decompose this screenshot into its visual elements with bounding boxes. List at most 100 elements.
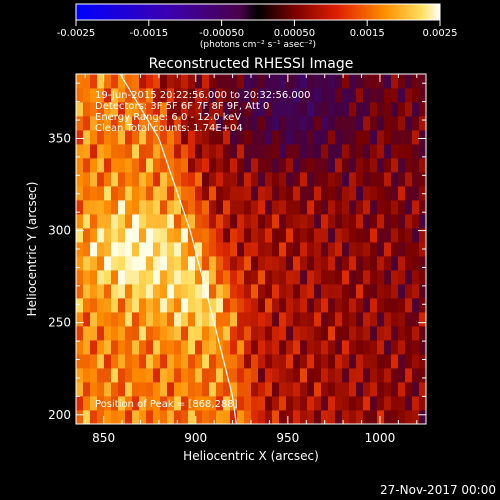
heatmap-cell <box>195 396 203 411</box>
heatmap-cell <box>97 354 105 369</box>
heatmap-cell <box>363 326 371 341</box>
heatmap-cell <box>293 256 301 271</box>
heatmap-cell <box>342 158 350 173</box>
heatmap-cell <box>153 186 161 201</box>
heatmap-cell <box>370 130 378 145</box>
heatmap-cell <box>419 74 426 89</box>
heatmap-cell <box>265 298 273 313</box>
heatmap-cell <box>174 340 182 355</box>
heatmap-cell <box>356 130 364 145</box>
heatmap-cell <box>384 158 392 173</box>
heatmap-cell <box>412 256 420 271</box>
heatmap-cell <box>195 284 203 299</box>
heatmap-cell <box>139 284 147 299</box>
heatmap-cell <box>349 396 357 411</box>
x-tick-label: 850 <box>92 431 115 445</box>
heatmap-cell <box>356 186 364 201</box>
heatmap-cell <box>265 326 273 341</box>
heatmap-cell <box>174 284 182 299</box>
heatmap-cell <box>202 382 210 397</box>
heatmap-cell <box>83 102 91 117</box>
heatmap-cell <box>90 186 98 201</box>
heatmap-cell <box>83 130 91 145</box>
heatmap-cell <box>342 186 350 201</box>
heatmap-cell <box>83 340 91 355</box>
heatmap-cell <box>195 368 203 383</box>
heatmap-cell <box>146 172 154 187</box>
heatmap-cell <box>223 382 231 397</box>
heatmap-cell <box>328 242 336 257</box>
heatmap-cell <box>286 256 294 271</box>
heatmap-cell <box>97 200 105 215</box>
heatmap-cell <box>370 200 378 215</box>
heatmap-cell <box>286 284 294 299</box>
heatmap-cell <box>188 340 196 355</box>
heatmap-cell <box>188 74 196 89</box>
heatmap-cell <box>76 74 84 89</box>
heatmap-cell <box>237 326 245 341</box>
heatmap-cell <box>97 340 105 355</box>
heatmap-cell <box>321 116 329 131</box>
heatmap-cell <box>335 326 343 341</box>
heatmap-cell <box>384 186 392 201</box>
heatmap-cell <box>314 298 322 313</box>
heatmap-cell <box>328 368 336 383</box>
heatmap-cell <box>370 410 378 424</box>
heatmap-cell <box>118 130 126 145</box>
heatmap-cell <box>300 368 308 383</box>
heatmap-cell <box>412 214 420 229</box>
heatmap-cell <box>279 270 287 285</box>
heatmap-cell <box>342 200 350 215</box>
heatmap-cell <box>398 158 406 173</box>
heatmap-cell <box>209 410 217 424</box>
heatmap-cell <box>342 88 350 103</box>
heatmap-cell <box>377 326 385 341</box>
heatmap-cell <box>398 116 406 131</box>
heatmap-cell <box>111 396 119 411</box>
heatmap-cell <box>391 326 399 341</box>
colorbar-tick-label: 0.0015 <box>350 28 385 39</box>
heatmap-cell <box>174 298 182 313</box>
heatmap-cell <box>83 326 91 341</box>
heatmap-cell <box>97 242 105 257</box>
heatmap-cell <box>307 284 315 299</box>
heatmap-cell <box>153 368 161 383</box>
heatmap-cell <box>293 284 301 299</box>
heatmap-cell <box>244 410 252 424</box>
heatmap-cell <box>83 74 91 89</box>
heatmap-cell <box>251 326 259 341</box>
heatmap-cell <box>398 326 406 341</box>
heatmap-cell <box>412 382 420 397</box>
heatmap-cell <box>104 284 112 299</box>
heatmap-cell <box>314 186 322 201</box>
heatmap-cell <box>363 284 371 299</box>
heatmap-cell <box>202 326 210 341</box>
heatmap-cell <box>419 144 426 159</box>
heatmap-cell <box>153 396 161 411</box>
heatmap-cell <box>251 382 259 397</box>
heatmap-cell <box>111 74 119 89</box>
heatmap-cell <box>279 284 287 299</box>
heatmap-cell <box>174 158 182 173</box>
heatmap-cell <box>363 354 371 369</box>
heatmap-cell <box>139 382 147 397</box>
heatmap-cell <box>356 382 364 397</box>
heatmap-cell <box>125 368 133 383</box>
heatmap-cell <box>83 214 91 229</box>
heatmap-cell <box>307 130 315 145</box>
heatmap-cell <box>384 200 392 215</box>
heatmap-cell <box>153 256 161 271</box>
heatmap-cell <box>111 242 119 257</box>
colorbar-tick-label: -0.0015 <box>129 28 168 39</box>
heatmap-cell <box>202 102 210 117</box>
heatmap-cell <box>118 368 126 383</box>
heatmap-cell <box>328 382 336 397</box>
heatmap-cell <box>419 284 426 299</box>
heatmap-cell <box>258 88 266 103</box>
heatmap-cell <box>258 172 266 187</box>
heatmap-cell <box>356 284 364 299</box>
heatmap-cell <box>377 102 385 117</box>
heatmap-cell <box>300 74 308 89</box>
heatmap-cell <box>237 228 245 243</box>
heatmap-cell <box>167 144 175 159</box>
